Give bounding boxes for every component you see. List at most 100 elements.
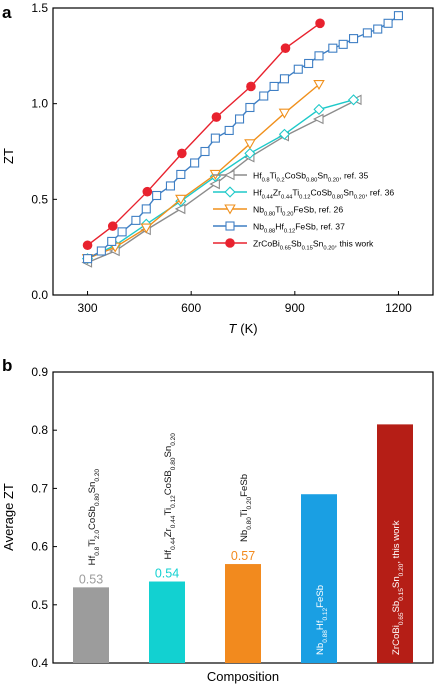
data-point <box>165 181 176 191</box>
bar-category-label: Hf0.44Zr0.44Ti0.12CoSB0.80Sn0.20 <box>163 433 177 560</box>
panel-a-label: a <box>2 3 12 22</box>
panel-a-axis-ticks: 300 600 900 1200 0.0 0.5 1.0 1.5 <box>31 1 412 315</box>
data-point <box>338 39 348 49</box>
x-tick-label: 300 <box>78 301 98 315</box>
bar-value-label: 0.54 <box>155 567 179 581</box>
y-tick-label: 0.7 <box>31 481 48 495</box>
data-point <box>82 254 93 264</box>
data-point <box>117 227 127 237</box>
bar-value-label: 0.53 <box>79 572 103 586</box>
bar-category-label: Nb0.88Hf0.12FeSb <box>315 585 329 655</box>
legend-entry-s5: ZrCoBi0.65Sb0.15Sn0.20, this work <box>213 238 374 252</box>
data-point <box>269 81 279 91</box>
bar <box>149 581 185 663</box>
panel-a-x-axis-var: T <box>228 321 237 336</box>
data-point <box>348 34 359 44</box>
legend-entry-s1: Hf0.8Ti0.2CoSb0.80Sn0.20, ref. 35 <box>213 169 369 184</box>
legend-label: Hf0.8Ti0.2CoSb0.80Sn0.20, ref. 35 <box>253 171 369 184</box>
bar-value-label: 0.81 <box>383 409 407 423</box>
data-point <box>362 28 372 38</box>
data-point <box>131 215 141 225</box>
panel-a-y-axis-label: ZT <box>1 148 16 164</box>
data-point <box>393 11 404 21</box>
panel-b-x-axis-label: Composition <box>207 669 279 684</box>
bar-value-label: 0.57 <box>231 549 255 563</box>
legend-label: ZrCoBi0.65Sb0.15Sn0.20, this work <box>253 239 374 252</box>
bar-category-label: Nb0.80Ti0.20FeSb <box>239 474 253 542</box>
y-tick-label: 0.4 <box>31 656 48 670</box>
panel-a-series <box>81 11 404 268</box>
bar <box>377 424 413 663</box>
data-point <box>304 58 314 69</box>
y-tick-label: 0.0 <box>31 288 48 302</box>
data-point <box>82 240 93 251</box>
legend-label: Nb0.80Ti0.20FeSb, ref. 26 <box>253 205 343 218</box>
data-point <box>328 43 338 53</box>
data-point <box>244 147 256 159</box>
series-line <box>87 22 321 246</box>
y-tick-label: 0.9 <box>31 365 48 379</box>
data-point <box>190 158 200 168</box>
legend-marker <box>225 221 235 231</box>
legend-label: Hf0.44Zr0.44Ti0.12CoSb0.80Sn0.20, ref. 3… <box>253 188 394 201</box>
panel-a-x-axis-unit: (K) <box>240 321 257 336</box>
y-tick-label: 0.5 <box>31 192 48 206</box>
data-point <box>313 103 325 115</box>
series-line <box>87 83 320 260</box>
panel-b-bars: 0.53 Hf0.8Ti2.0CoSb0.80Sn0.20 0.54 Hf0.44Zr… <box>73 409 413 663</box>
y-tick-label: 0.8 <box>31 423 48 437</box>
series-s4 <box>82 11 404 264</box>
data-point <box>278 128 291 140</box>
data-point <box>373 24 383 34</box>
legend-marker <box>225 238 235 248</box>
panel-b-y-axis-label: Average ZT <box>1 483 16 551</box>
bar-category-label: Hf0.8Ti2.0CoSb0.80Sn0.20 <box>87 469 101 566</box>
data-point <box>211 112 222 122</box>
data-point <box>244 139 256 150</box>
data-point <box>314 51 324 61</box>
x-tick-label: 600 <box>181 301 201 315</box>
data-point <box>383 18 393 28</box>
panel-b-bar-chart: 0.4 0.5 0.6 0.7 0.8 0.9 0.53 Hf0.8Ti2.0CoSb0.8… <box>1 365 434 684</box>
y-tick-label: 0.6 <box>31 540 48 554</box>
panel-b-axis-ticks: 0.4 0.5 0.6 0.7 0.8 0.9 <box>31 365 57 670</box>
panel-a-legend: Hf0.8Ti0.2CoSb0.80Sn0.20, ref. 35 Hf0.44Z… <box>213 169 394 252</box>
data-point <box>107 221 118 231</box>
panel-a-line-chart: 300 600 900 1200 0.0 0.5 1.0 1.5 Hf0.8Ti0.2CoSb… <box>1 1 434 336</box>
data-point <box>175 194 187 205</box>
data-point <box>259 91 269 101</box>
series-line <box>87 15 399 260</box>
data-point <box>200 146 210 157</box>
x-tick-label: 1200 <box>385 301 412 315</box>
legend-entry-s4: Nb0.88Hf0.12FeSb, ref. 37 <box>213 221 345 235</box>
data-point <box>245 102 255 113</box>
data-point <box>315 18 325 29</box>
bar <box>225 564 261 663</box>
data-point <box>313 79 325 91</box>
panel-b-label: b <box>2 356 12 375</box>
data-point <box>152 190 162 201</box>
y-tick-label: 0.5 <box>31 598 48 612</box>
data-point <box>279 74 290 84</box>
data-point <box>278 108 291 119</box>
data-point <box>209 178 220 190</box>
y-tick-label: 1.0 <box>31 97 48 111</box>
data-point <box>234 114 245 124</box>
data-point <box>140 223 153 234</box>
bar-group: 0.69 Nb0.88Hf0.12FeSb <box>301 479 337 663</box>
data-point <box>142 186 153 197</box>
data-point <box>312 113 324 125</box>
bar-value-label: 0.69 <box>307 479 331 493</box>
panel-a-x-axis-label: T (K) <box>228 321 257 336</box>
data-point <box>224 125 234 136</box>
data-point <box>210 133 220 143</box>
data-point <box>176 169 186 180</box>
legend-marker <box>223 169 235 181</box>
series-s5 <box>82 18 325 251</box>
legend-label: Nb0.88Hf0.12FeSb, ref. 37 <box>253 222 345 235</box>
legend-entry-s3: Nb0.80Ti0.20FeSb, ref. 26 <box>213 204 343 218</box>
bar-group: 0.53 Hf0.8Ti2.0CoSb0.80Sn0.20 <box>73 469 109 663</box>
bar-group: 0.81 ZrCoBi0.65Sb0.15Sn0.20, this work <box>377 409 413 663</box>
data-point <box>280 43 291 53</box>
